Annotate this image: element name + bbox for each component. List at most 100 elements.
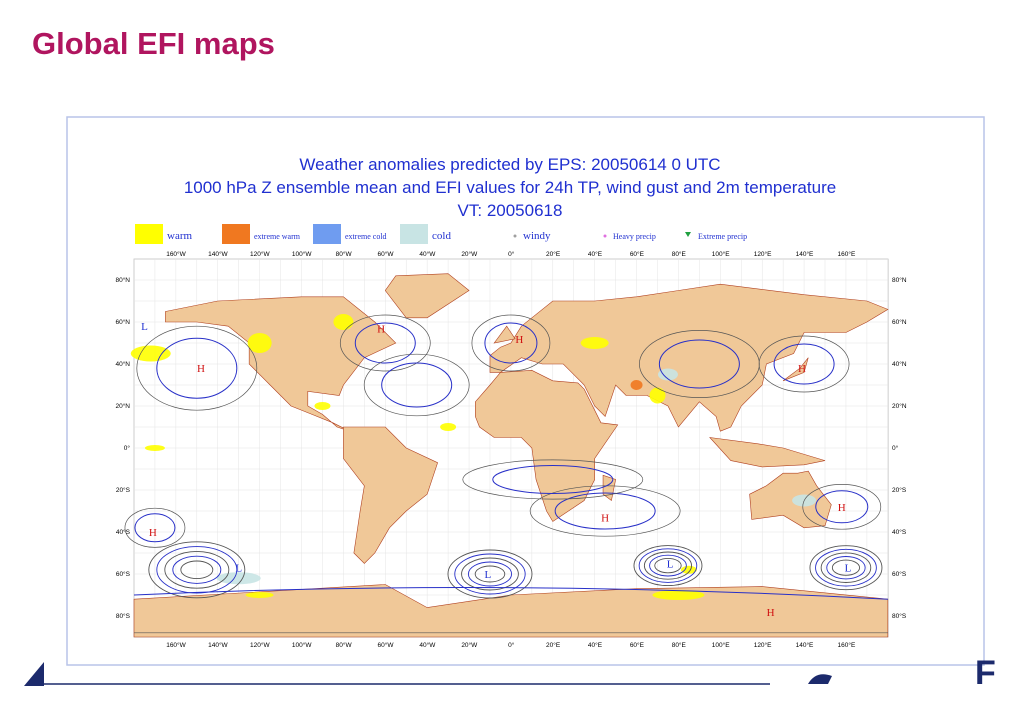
isobar: [638, 548, 698, 583]
pressure-center: H: [197, 363, 205, 375]
lon-label: 100°W: [292, 250, 312, 258]
lon-label: 140°E: [796, 641, 814, 649]
isobar: [831, 559, 861, 576]
lon-label: 160°W: [166, 250, 186, 258]
isobar: [156, 337, 238, 399]
isobar: [134, 513, 176, 543]
lat-label: 40°S: [116, 528, 131, 536]
isobar: [639, 330, 760, 398]
pressure-center: H: [767, 607, 775, 619]
isobar: [381, 362, 453, 408]
legend-label: windy: [523, 230, 551, 242]
lon-label: 40°E: [588, 641, 603, 649]
lat-label: 20°N: [115, 402, 130, 410]
land: [782, 357, 809, 382]
land: [489, 283, 889, 432]
lat-label: 0°: [892, 444, 899, 452]
lon-label: 80°W: [336, 250, 353, 258]
legend-label: extreme warm: [254, 232, 301, 241]
lon-label: 140°W: [208, 250, 228, 258]
pressure-center: L: [485, 569, 492, 581]
lon-label: 40°W: [419, 641, 436, 649]
isobar: [658, 339, 740, 389]
isobar: [815, 490, 869, 524]
lon-label: 80°E: [672, 250, 687, 258]
anomaly-patch: [630, 380, 643, 390]
isobar: [461, 557, 519, 591]
map: L H H H H H H H L L L L H: [124, 258, 889, 638]
figure-title: Weather anomalies predicted by EPS: 2005…: [299, 155, 720, 174]
lon-label: 60°E: [630, 641, 645, 649]
isobar: [654, 557, 682, 574]
lon-label: 0°: [508, 641, 515, 649]
isobar: [802, 484, 882, 530]
anomaly-patch: [130, 345, 171, 362]
lat-label: 20°S: [116, 486, 131, 494]
lon-label: 40°W: [419, 250, 436, 258]
isobar: [643, 551, 693, 580]
isobar: [180, 560, 214, 580]
lon-label: 120°W: [250, 641, 270, 649]
legend-swatch: [313, 224, 341, 244]
lat-label: 40°N: [115, 360, 130, 368]
slide-title: Global EFI maps: [32, 26, 275, 61]
anomaly-patch: [652, 590, 705, 600]
figure-title: VT: 20050618: [458, 201, 563, 220]
isobar: [133, 587, 889, 600]
isobar: [471, 314, 551, 372]
lat-label: 60°S: [116, 570, 131, 578]
isobar: [136, 325, 258, 411]
lon-label: 160°W: [166, 641, 186, 649]
lon-label: 60°W: [378, 250, 395, 258]
pressure-center: H: [515, 334, 523, 346]
lon-label: 120°E: [754, 641, 772, 649]
lon-label: 140°W: [208, 641, 228, 649]
lon-label: 60°W: [378, 641, 395, 649]
legend-swatch: [513, 234, 517, 238]
isobar: [484, 322, 538, 364]
pressure-center: H: [838, 502, 846, 514]
footer-mark: [24, 662, 44, 686]
legend-label: extreme cold: [345, 232, 387, 241]
legend-swatch: [685, 232, 691, 237]
lat-label: 80°S: [116, 612, 131, 620]
pressure-center: H: [149, 527, 157, 539]
isobar: [467, 561, 513, 587]
isobar: [815, 548, 877, 587]
isobar: [339, 314, 431, 372]
isobar: [649, 554, 687, 577]
legend-label: cold: [432, 230, 451, 242]
legend-label: Heavy precip: [613, 232, 656, 241]
land: [384, 273, 470, 319]
pressure-center: H: [377, 323, 385, 335]
lat-label: 80°S: [892, 612, 907, 620]
lat-label: 20°S: [892, 486, 907, 494]
lon-label: 80°E: [672, 641, 687, 649]
figure-title: 1000 hPa Z ensemble mean and EFI values …: [184, 178, 836, 197]
pressure-center: L: [845, 563, 852, 575]
isobar: [447, 549, 533, 599]
pressure-center: L: [235, 563, 242, 575]
lat-label: 0°: [124, 444, 131, 452]
isobar: [148, 541, 246, 599]
lat-label: 80°N: [892, 276, 907, 284]
lat-label: 40°S: [892, 528, 907, 536]
isobar: [529, 485, 681, 537]
isobar: [633, 545, 703, 587]
legend-swatch: [603, 234, 607, 238]
land: [343, 426, 438, 564]
legend-swatch: [222, 224, 250, 244]
lat-label: 20°N: [892, 402, 907, 410]
anomaly-patch: [580, 337, 609, 349]
lon-label: 100°W: [292, 641, 312, 649]
logo-text: F: [975, 654, 996, 692]
lat-label: 60°S: [892, 570, 907, 578]
lat-label: 80°N: [115, 276, 130, 284]
lon-label: 20°W: [461, 641, 478, 649]
isobar: [462, 459, 644, 500]
lon-label: 60°E: [630, 250, 645, 258]
legend-swatch: [135, 224, 163, 244]
anomaly-patch: [247, 333, 272, 353]
land: [709, 437, 826, 468]
isobar: [354, 322, 416, 364]
